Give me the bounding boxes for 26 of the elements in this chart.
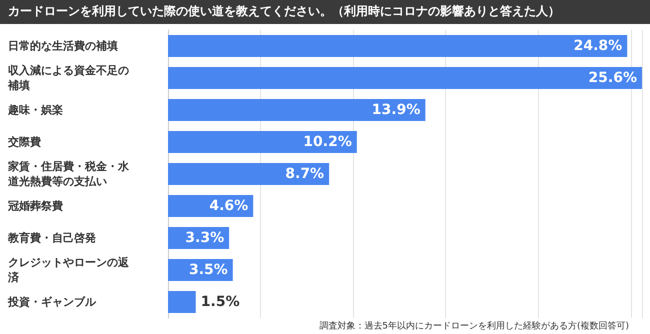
data-label: 3.3% [185, 230, 224, 246]
data-label: 1.5% [200, 294, 240, 310]
chart-title: カードローンを利用していた際の使い道を教えてください。（利用時にコロナの影響ありと答えた人） [8, 4, 560, 18]
bar [168, 67, 642, 89]
data-label: 3.5% [188, 262, 228, 278]
y-tick-label: 趣味・娯楽 [7, 104, 63, 116]
data-label: 10.2% [303, 134, 352, 150]
y-tick-label: 冠婚葬祭費 [7, 200, 63, 212]
y-tick-label: 交際費 [7, 136, 41, 148]
data-label: 13.9% [372, 102, 420, 118]
y-tick-label: クレジットやローンの返済 [7, 256, 130, 284]
bar [168, 99, 426, 121]
y-tick-label: 教育費・自己啓発 [7, 232, 97, 244]
data-label: 4.6% [209, 198, 248, 214]
bar [168, 163, 330, 185]
data-label: 25.6% [588, 70, 637, 86]
y-tick-label: 収入減による資金不足の補填 [7, 64, 129, 92]
text: 調査対象：過去5年以内にカードローンを利用した経験がある方(複数回答可) [319, 320, 629, 332]
data-label: 8.7% [285, 166, 324, 182]
bar [168, 35, 628, 57]
bar [168, 291, 196, 313]
y-tick-label: 日常的な生活費の補填 [8, 40, 118, 52]
bar [168, 131, 357, 153]
y-tick-label: 投資・ギャンブル [7, 296, 97, 308]
data-label: 24.8% [574, 38, 622, 54]
y-tick-label: 家賃・住居費・税金・水道光熱費等の支払い [7, 160, 130, 188]
